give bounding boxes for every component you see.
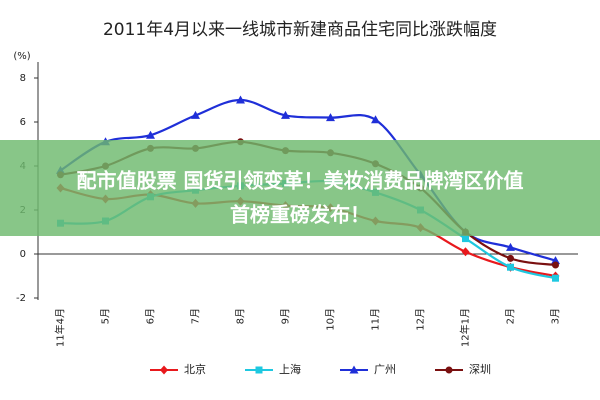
legend-label: 广州 xyxy=(374,363,396,376)
point xyxy=(507,263,514,271)
chart-title: 2011年4月以来一线城市新建商品住宅同比涨跌幅度 xyxy=(103,20,497,40)
point xyxy=(371,115,380,124)
y-tick-label: 6 xyxy=(20,117,26,128)
x-tick-label: 11月 xyxy=(370,308,382,331)
point xyxy=(146,130,155,139)
legend-marker xyxy=(160,365,168,375)
point xyxy=(551,256,560,265)
x-tick-label: 12年1月 xyxy=(459,308,472,347)
x-tick-label: 6月 xyxy=(145,308,157,324)
x-tick-label: 12月 xyxy=(415,308,427,331)
x-tick-label: 9月 xyxy=(280,308,292,324)
banner-text: 首榜重磅发布！ xyxy=(230,203,370,227)
legend-marker xyxy=(255,366,263,374)
point xyxy=(461,247,470,257)
x-tick-label: 2月 xyxy=(505,308,517,324)
point xyxy=(281,110,290,119)
x-tick-label: 7月 xyxy=(190,308,202,324)
point xyxy=(191,110,200,119)
point xyxy=(326,113,335,122)
point xyxy=(552,274,559,282)
legend-label: 北京 xyxy=(184,362,206,376)
legend-marker xyxy=(349,365,359,374)
x-tick-label: 3月 xyxy=(550,308,562,324)
y-tick-label: 8 xyxy=(20,73,26,84)
point xyxy=(506,242,515,251)
point xyxy=(507,254,514,262)
y-tick-label: -2 xyxy=(16,293,26,304)
point xyxy=(552,261,559,269)
x-tick-label: 10月 xyxy=(325,308,337,331)
legend-label: 深圳 xyxy=(469,363,491,376)
point xyxy=(462,235,469,243)
x-tick-label: 8月 xyxy=(235,308,247,324)
y-tick-label: 0 xyxy=(20,249,26,260)
x-tick-label: 5月 xyxy=(100,308,112,324)
banner xyxy=(0,140,600,236)
banner-text: 配市值股票 国货引领变革！美妆消费品牌湾区价值 xyxy=(77,169,524,193)
y-label: (%) xyxy=(13,51,30,62)
legend-marker xyxy=(445,366,453,374)
x-tick-label: 11年4月 xyxy=(54,308,67,347)
legend-label: 上海 xyxy=(279,362,301,376)
point xyxy=(236,95,245,104)
